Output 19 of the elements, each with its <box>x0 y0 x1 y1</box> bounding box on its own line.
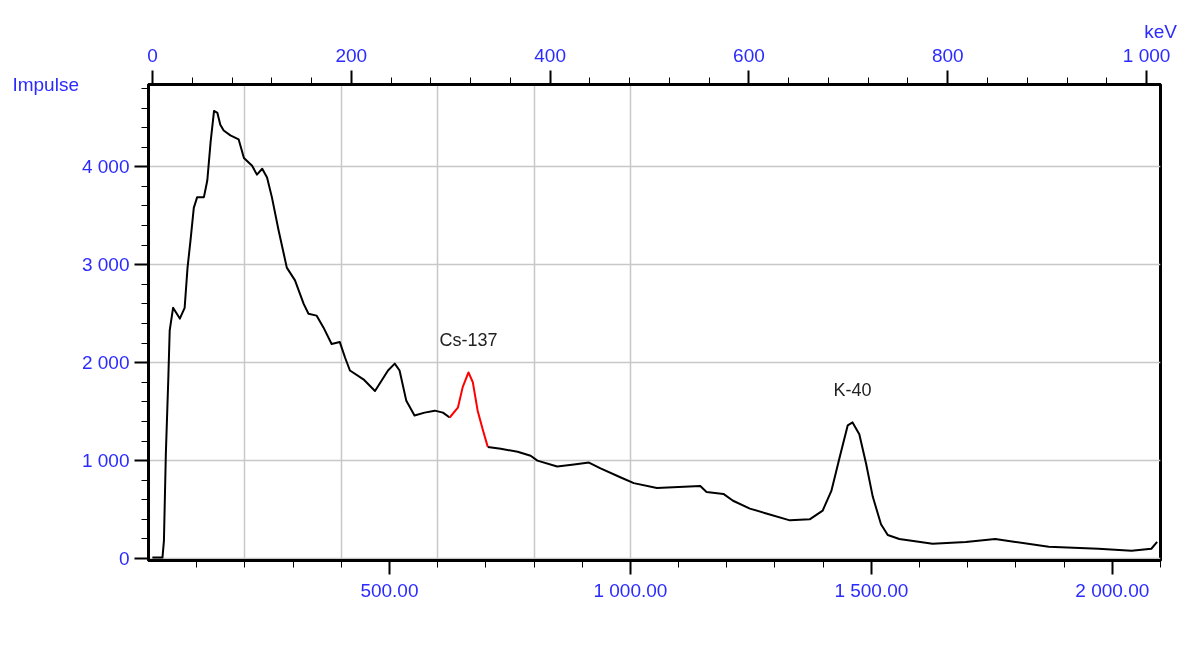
annotation: Cs-137 <box>439 330 498 351</box>
x2-tick-label: 1 000 <box>1122 44 1171 66</box>
x2-tick-label: 800 <box>931 44 964 66</box>
annotation: K-40 <box>833 380 872 401</box>
y-tick-label: 4 000 <box>81 156 130 178</box>
x2-tick-label: 600 <box>733 44 765 66</box>
x-axis-title: keV <box>1144 20 1178 42</box>
y-tick-label: 3 000 <box>81 254 130 276</box>
y-axis-title: Impulse <box>12 74 79 95</box>
x2-tick-label: 0 <box>147 44 158 66</box>
x-tick-label: 1 500.00 <box>834 579 909 601</box>
x2-tick-label: 400 <box>534 44 566 66</box>
x2-tick-label: 200 <box>335 44 368 66</box>
x-tick-label: 1 000.00 <box>593 579 668 601</box>
x-tick-label: 500.00 <box>360 579 419 601</box>
y-tick-label: 1 000 <box>81 450 130 472</box>
x-tick-label: 2 000.00 <box>1075 579 1150 601</box>
y-tick-label: 2 000 <box>81 352 130 374</box>
y-tick-label: 0 <box>118 548 130 570</box>
